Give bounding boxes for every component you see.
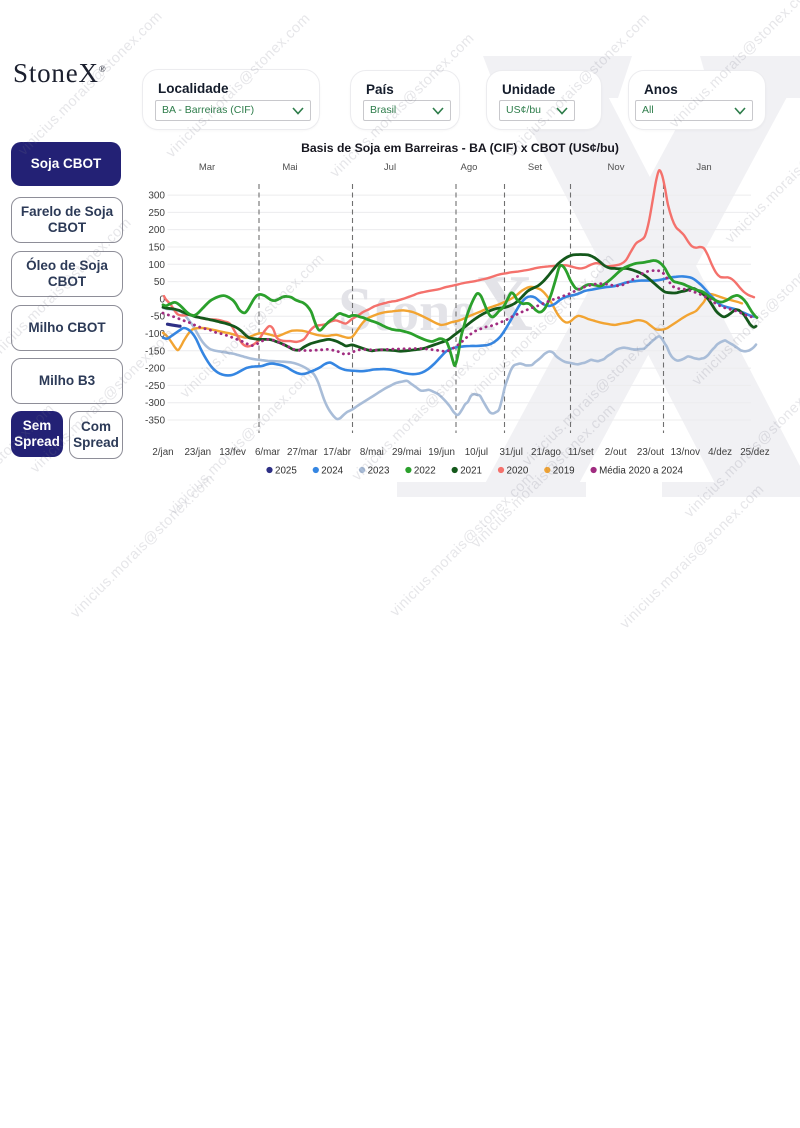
svg-text:2020: 2020 <box>507 466 529 477</box>
svg-text:11/set: 11/set <box>568 447 594 458</box>
svg-text:13/nov: 13/nov <box>671 447 701 458</box>
svg-text:50: 50 <box>154 277 166 288</box>
svg-text:-100: -100 <box>145 329 165 340</box>
svg-text:4/dez: 4/dez <box>708 447 732 458</box>
svg-text:150: 150 <box>148 242 165 253</box>
svg-text:-50: -50 <box>151 312 166 323</box>
svg-text:Jan: Jan <box>696 162 711 173</box>
svg-text:23/jan: 23/jan <box>184 447 211 458</box>
svg-text:-300: -300 <box>145 398 165 409</box>
svg-text:200: 200 <box>148 225 165 236</box>
svg-text:8/mai: 8/mai <box>360 447 384 458</box>
svg-text:25/dez: 25/dez <box>740 447 770 458</box>
svg-text:2022: 2022 <box>414 466 436 477</box>
svg-text:Nov: Nov <box>608 162 625 173</box>
svg-text:2025: 2025 <box>275 466 297 477</box>
svg-text:10/jul: 10/jul <box>465 447 488 458</box>
svg-text:250: 250 <box>148 208 165 219</box>
svg-text:Mar: Mar <box>199 162 215 173</box>
svg-text:13/fev: 13/fev <box>219 447 246 458</box>
svg-text:2023: 2023 <box>368 466 390 477</box>
svg-text:23/out: 23/out <box>637 447 665 458</box>
svg-text:-200: -200 <box>145 364 165 375</box>
svg-text:100: 100 <box>148 260 165 271</box>
svg-text:Mai: Mai <box>282 162 297 173</box>
svg-text:29/mai: 29/mai <box>392 447 421 458</box>
svg-text:-350: -350 <box>145 416 165 427</box>
svg-text:21/ago: 21/ago <box>531 447 562 458</box>
svg-text:19/jun: 19/jun <box>428 447 455 458</box>
svg-text:300: 300 <box>148 191 165 202</box>
svg-text:31/jul: 31/jul <box>499 447 522 458</box>
svg-text:17/abr: 17/abr <box>323 447 352 458</box>
svg-text:0: 0 <box>159 294 165 305</box>
svg-text:-250: -250 <box>145 381 165 392</box>
svg-text:Média 2020 a 2024: Média 2020 a 2024 <box>599 466 683 477</box>
svg-text:2021: 2021 <box>460 466 482 477</box>
svg-text:Set: Set <box>528 162 543 173</box>
svg-text:Ago: Ago <box>461 162 478 173</box>
svg-text:-150: -150 <box>145 346 165 357</box>
svg-text:6/mar: 6/mar <box>255 447 281 458</box>
svg-text:2/jan: 2/jan <box>152 447 173 458</box>
svg-text:2/out: 2/out <box>605 447 627 458</box>
svg-text:27/mar: 27/mar <box>287 447 318 458</box>
svg-text:2024: 2024 <box>321 466 343 477</box>
svg-text:2019: 2019 <box>553 466 575 477</box>
svg-text:Jul: Jul <box>384 162 396 173</box>
